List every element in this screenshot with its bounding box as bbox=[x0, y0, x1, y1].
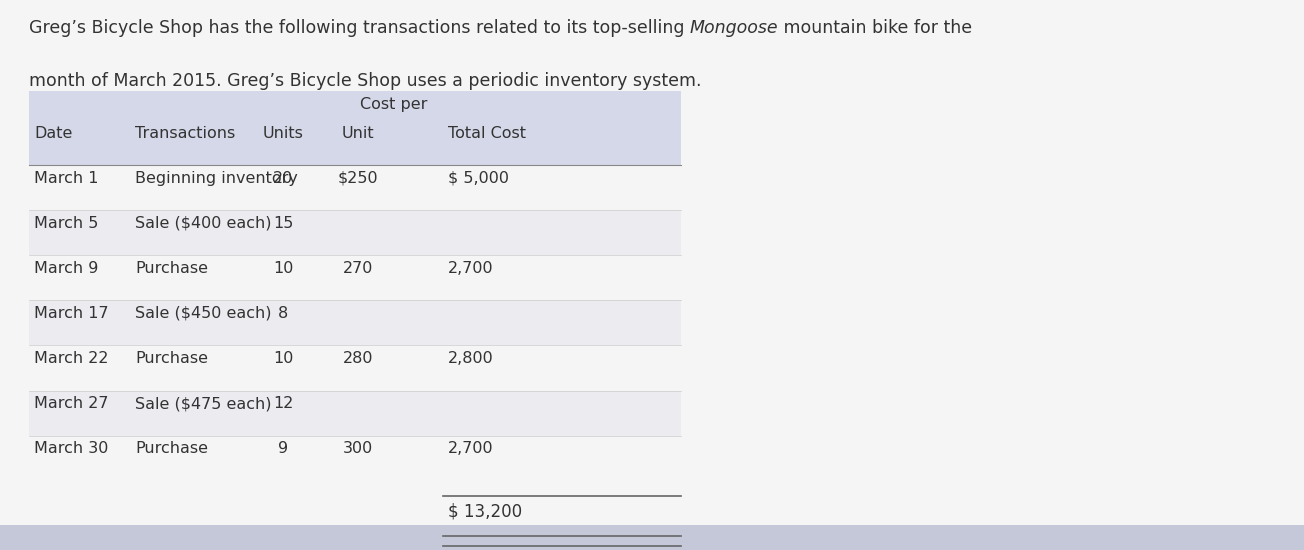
Text: Purchase: Purchase bbox=[136, 261, 207, 276]
Text: March 1: March 1 bbox=[34, 170, 98, 185]
Text: 12: 12 bbox=[273, 396, 293, 411]
Bar bbox=[29, 210, 681, 255]
Text: 2,700: 2,700 bbox=[449, 441, 493, 456]
Text: March 5: March 5 bbox=[34, 216, 98, 230]
Text: Beginning inventory: Beginning inventory bbox=[136, 170, 297, 185]
Text: 2,700: 2,700 bbox=[449, 261, 493, 276]
Text: Units: Units bbox=[262, 126, 304, 141]
Text: 270: 270 bbox=[343, 261, 373, 276]
Text: Sale ($475 each): Sale ($475 each) bbox=[136, 396, 271, 411]
Bar bbox=[0, 525, 1304, 550]
Text: Date: Date bbox=[34, 126, 72, 141]
Bar bbox=[29, 300, 681, 345]
Text: Cost per: Cost per bbox=[360, 97, 428, 112]
Bar bbox=[29, 91, 681, 165]
Text: 9: 9 bbox=[278, 441, 288, 456]
Text: Transactions: Transactions bbox=[136, 126, 235, 141]
Text: mountain bike for the: mountain bike for the bbox=[778, 19, 973, 37]
Text: 280: 280 bbox=[343, 351, 373, 366]
Text: March 30: March 30 bbox=[34, 441, 108, 456]
Text: 2,800: 2,800 bbox=[449, 351, 494, 366]
Text: March 27: March 27 bbox=[34, 396, 108, 411]
Text: $250: $250 bbox=[338, 170, 378, 185]
Text: Total Cost: Total Cost bbox=[449, 126, 526, 141]
Text: 15: 15 bbox=[273, 216, 293, 230]
Text: Greg’s Bicycle Shop has the following transactions related to its top-selling: Greg’s Bicycle Shop has the following tr… bbox=[29, 19, 690, 37]
Text: $ 5,000: $ 5,000 bbox=[449, 170, 509, 185]
Text: 20: 20 bbox=[273, 170, 293, 185]
Bar bbox=[29, 390, 681, 436]
Text: 10: 10 bbox=[273, 261, 293, 276]
Text: March 17: March 17 bbox=[34, 306, 108, 321]
Text: 300: 300 bbox=[343, 441, 373, 456]
Text: Sale ($450 each): Sale ($450 each) bbox=[136, 306, 271, 321]
Text: $ 13,200: $ 13,200 bbox=[449, 503, 522, 521]
Text: 8: 8 bbox=[278, 306, 288, 321]
Text: Purchase: Purchase bbox=[136, 441, 207, 456]
Text: 10: 10 bbox=[273, 351, 293, 366]
Text: Sale ($400 each): Sale ($400 each) bbox=[136, 216, 271, 230]
Text: March 22: March 22 bbox=[34, 351, 108, 366]
Text: month of March 2015. Greg’s Bicycle Shop uses a periodic inventory system.: month of March 2015. Greg’s Bicycle Shop… bbox=[29, 72, 702, 90]
Text: Unit: Unit bbox=[342, 126, 374, 141]
Text: Mongoose: Mongoose bbox=[690, 19, 778, 37]
Text: March 9: March 9 bbox=[34, 261, 98, 276]
Text: Purchase: Purchase bbox=[136, 351, 207, 366]
